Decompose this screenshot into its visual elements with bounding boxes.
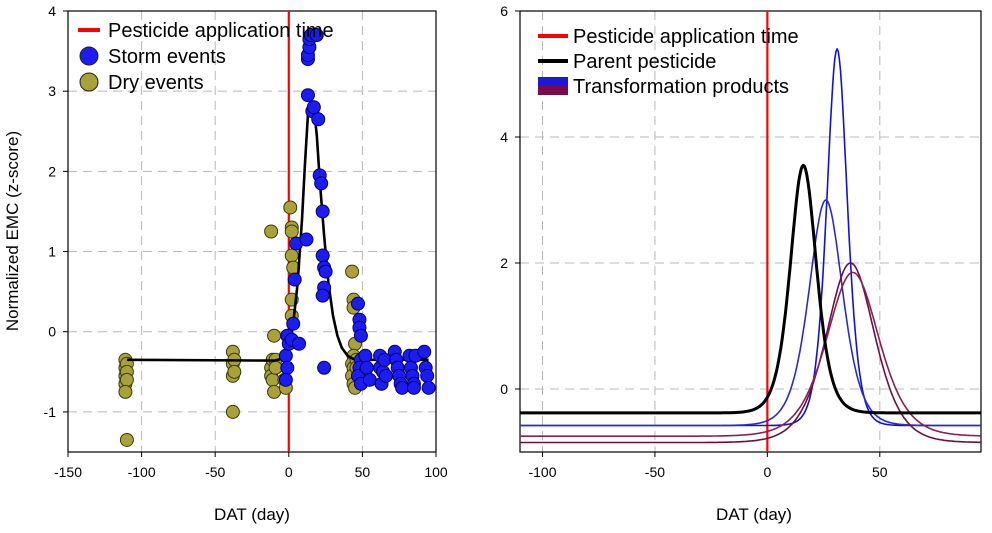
storm-event-point [278, 348, 293, 363]
left-y-tick-label: 0 [48, 324, 56, 340]
left-y-tick-label: 2 [48, 163, 56, 179]
storm-event-point [358, 348, 373, 363]
dry-event-point [345, 264, 360, 279]
transformation-product-line [520, 262, 981, 444]
legend-swatch-marker [79, 46, 99, 66]
left-y-axis-label: Normalized EMC (z-score) [3, 131, 22, 331]
storm-event-point [417, 344, 432, 359]
left-legend: Pesticide application time Storm events Dr… [78, 20, 334, 94]
right-chart-panel: -100 -50 0 50 0 2 4 6 Pesticide application tim… [500, 3, 982, 524]
storm-event-point [359, 360, 374, 375]
storm-event-point [315, 288, 330, 303]
dry-event-point [284, 248, 299, 263]
left-y-tick-label: 4 [48, 3, 56, 19]
parent-pesticide-line [519, 163, 982, 415]
right-y-tick-label: 0 [500, 381, 508, 397]
left-x-tick-label: 50 [355, 464, 371, 480]
storm-event-point [278, 372, 293, 387]
dry-event-point [283, 200, 298, 215]
storm-event-point [362, 372, 377, 387]
storm-event-point [315, 204, 330, 219]
left-x-tick-label: -50 [205, 464, 225, 480]
storm-event-point [299, 232, 314, 247]
storm-event-point [309, 28, 324, 43]
right-legend: Pesticide application time Parent pestici… [538, 26, 799, 98]
legend-entry-label: Pesticide application time [108, 20, 334, 42]
storm-event-point [300, 88, 315, 103]
right-y-tick-label: 2 [500, 255, 508, 271]
dry-event-point [284, 224, 299, 239]
transformation-product-line [520, 48, 981, 427]
right-x-axis-label: DAT (day) [716, 505, 792, 524]
legend-swatch-purple [538, 86, 568, 95]
right-plot-frame [519, 10, 982, 453]
dry-event-point [119, 432, 134, 447]
dry-event-point [267, 328, 282, 343]
left-y-tick-label: 1 [48, 244, 56, 260]
transformation-product-line [520, 199, 981, 427]
left-x-tick-label: 0 [285, 464, 293, 480]
left-x-tick-label: 100 [424, 464, 448, 480]
dry-event-point [119, 372, 134, 387]
legend-swatch-blue [538, 77, 568, 86]
left-x-tick-label: -100 [128, 464, 156, 480]
storm-event-point [318, 264, 333, 279]
legend-swatch-marker [79, 72, 99, 92]
storm-event-point [350, 296, 365, 311]
left-x-tick-label: -150 [54, 464, 82, 480]
left-x-axis-label: DAT (day) [214, 505, 290, 524]
right-y-tick-label: 6 [500, 3, 508, 19]
dry-event-point [118, 384, 133, 399]
storm-event-point [353, 328, 368, 343]
storm-event-point [317, 360, 332, 375]
dry-event-point [225, 404, 240, 419]
storm-event-point [420, 368, 435, 383]
right-axis-ticks: -100 -50 0 50 0 2 4 6 [500, 3, 888, 480]
left-axis-ticks: -150 -100 -50 0 50 100 -1 0 1 2 3 4 [44, 3, 448, 480]
dry-event-point [227, 364, 242, 379]
storm-event-point [280, 360, 295, 375]
dry-event-point [265, 372, 280, 387]
legend-entry-label: Pesticide application time [573, 26, 799, 48]
storm-event-point [287, 272, 302, 287]
storm-event-point [315, 248, 330, 263]
transformation-product-line [520, 271, 981, 437]
storm-event-point [292, 336, 307, 351]
storm-event-point [311, 112, 326, 127]
left-chart-panel: -150 -100 -50 0 50 100 -1 0 1 2 3 4 Pesticide appli… [3, 3, 448, 524]
storm-event-point [406, 380, 421, 395]
dry-event-point [264, 224, 279, 239]
left-y-tick-label: -1 [44, 404, 57, 420]
right-x-tick-label: 0 [763, 464, 771, 480]
right-x-tick-label: -100 [528, 464, 556, 480]
left-data-layer [118, 11, 436, 452]
left-y-tick-label: 3 [48, 83, 56, 99]
storm-event-point [421, 380, 436, 395]
storm-event-point [378, 368, 393, 383]
dry-event-point [268, 360, 283, 375]
legend-entry-label: Dry events [108, 72, 204, 94]
right-y-tick-label: 4 [500, 129, 508, 145]
storm-event-point [306, 100, 321, 115]
legend-entry-label: Transformation products [573, 76, 789, 98]
storm-event-point [395, 380, 410, 395]
storm-event-point [314, 176, 329, 191]
right-x-tick-label: -50 [645, 464, 665, 480]
right-data-layer [519, 11, 982, 452]
legend-entry-label: Parent pesticide [573, 51, 716, 73]
legend-entry-label: Storm events [108, 46, 226, 68]
left-plot-frame [67, 10, 437, 453]
storm-event-point [286, 316, 301, 331]
right-x-tick-label: 50 [872, 464, 888, 480]
dry-event-point [267, 384, 282, 399]
